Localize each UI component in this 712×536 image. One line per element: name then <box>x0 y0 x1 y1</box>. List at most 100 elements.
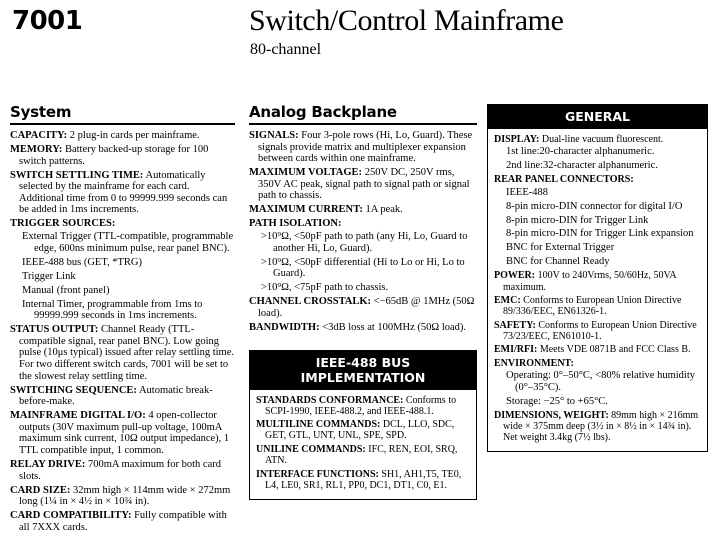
spec-value: IFC, REN, EOI, SRQ, ATN. <box>265 443 458 467</box>
spec-label: BANDWIDTH: <box>249 321 320 333</box>
general-spec-list: DISPLAY: Dual-line vacuum fluorescent. 1… <box>488 129 707 451</box>
page-masthead: 7001 Switch/Control Mainframe 80-channel <box>0 0 712 96</box>
spec-emc: EMC: Conforms to European Union Directiv… <box>494 295 701 317</box>
spec-display: DISPLAY: Dual-line vacuum fluorescent. <box>494 134 701 145</box>
spec-label: MAXIMUM CURRENT: <box>249 204 363 216</box>
section-heading-ieee488: IEEE-488 BUS IMPLEMENTATION <box>250 350 476 390</box>
spec-label: MAINFRAME DIGITAL I/O: <box>10 410 146 422</box>
spec-value: 89mm high × 216mm wide × 375mm deep (3½ … <box>503 409 699 443</box>
spec-label: MULTILINE COMMANDS: <box>256 419 381 431</box>
spec-label: INTERFACE FUNCTIONS: <box>256 468 379 480</box>
spec-interface-functions: INTERFACE FUNCTIONS: SH1, AH1,T5, TE0, L… <box>256 469 470 491</box>
spec-emi-rfi: EMI/RFI: Meets VDE 0871B and FCC Class B… <box>494 344 701 355</box>
spec-maximum-current: MAXIMUM CURRENT: 1A peak. <box>249 204 477 216</box>
spec-label: EMC: <box>494 295 521 307</box>
spec-value: Conforms to SCPI-1990, IEEE-488.2, and I… <box>265 394 457 417</box>
system-spec-list: CAPACITY: 2 plug-in cards per mainframe.… <box>10 130 235 533</box>
connector-item: BNC for External Trigger <box>506 242 615 254</box>
spec-label: CARD COMPATIBILITY: <box>10 510 132 522</box>
product-title: Switch/Control Mainframe <box>249 4 564 37</box>
section-heading-general: GENERAL <box>488 105 707 129</box>
section-ieee488-bus-implementation: IEEE-488 BUS IMPLEMENTATION STANDARDS CO… <box>249 349 477 501</box>
analog-backplane-spec-list: SIGNALS: Four 3-pole rows (Hi, Lo, Guard… <box>249 130 477 333</box>
spec-trigger-sources: TRIGGER SOURCES: <box>10 218 235 230</box>
spec-label: DISPLAY: <box>494 134 540 145</box>
path-isolation-item: >10⁹Ω, <75pF path to chassis. <box>261 282 389 294</box>
spec-label: TRIGGER SOURCES: <box>10 218 116 230</box>
spec-value: Conforms to European Union Directive 73/… <box>503 319 697 342</box>
spec-mainframe-digital-io: MAINFRAME DIGITAL I/O: 4 open-collector … <box>10 410 235 456</box>
spec-label: PATH ISOLATION: <box>249 218 342 230</box>
spec-multiline-commands: MULTILINE COMMANDS: DCL, LLO, SDC, GET, … <box>256 419 470 441</box>
spec-value: Conforms to European Union Directive 89/… <box>503 295 682 318</box>
spec-label: SAFETY: <box>494 319 536 331</box>
spec-signals: SIGNALS: Four 3-pole rows (Hi, Lo, Guard… <box>249 130 477 165</box>
connector-item: 8-pin micro-DIN for Trigger Link expansi… <box>506 228 694 240</box>
trigger-source-item: IEEE-488 bus (GET, *TRG) <box>22 256 142 268</box>
spec-value: 1A peak. <box>362 204 403 216</box>
section-spacer <box>249 336 477 350</box>
spec-label: REAR PANEL CONNECTORS: <box>494 174 634 186</box>
spec-path-isolation: PATH ISOLATION: <box>249 218 477 230</box>
spec-label: STANDARDS CONFORMANCE: <box>256 394 404 406</box>
spec-status-output: STATUS OUTPUT: Channel Ready (TTL-compat… <box>10 324 235 382</box>
section-general: GENERAL DISPLAY: Dual-line vacuum fluore… <box>487 104 708 453</box>
spec-value: Automatically selected by the mainframe … <box>19 169 228 216</box>
environment-item: Operating: 0°–50°C, <80% relative humidi… <box>494 370 701 393</box>
column-general: GENERAL DISPLAY: Dual-line vacuum fluore… <box>487 104 708 453</box>
connector-item: 8-pin micro-DIN for Trigger Link <box>506 214 649 226</box>
spec-maximum-voltage: MAXIMUM VOLTAGE: 250V DC, 250V rms, 350V… <box>249 167 477 202</box>
spec-memory: MEMORY: Battery backed-up storage for 10… <box>10 144 235 167</box>
connector-item: BNC for Channel Ready <box>506 256 610 268</box>
spec-value: 250V DC, 250V rms, 350V AC peak, signal … <box>258 167 470 202</box>
spec-label: MEMORY: <box>10 143 63 155</box>
trigger-source-item: Internal Timer, programmable from 1ms to… <box>22 298 203 322</box>
connector-item: IEEE-488 <box>506 186 548 198</box>
spec-environment: ENVIRONMENT: <box>494 358 701 369</box>
model-number: 7001 <box>12 6 83 36</box>
spec-rear-panel-connectors: REAR PANEL CONNECTORS: <box>494 174 701 185</box>
environment-operating: Operating: 0°–50°C, <80% relative humidi… <box>506 369 695 393</box>
section-rule <box>10 123 235 125</box>
spec-label: CAPACITY: <box>10 130 68 141</box>
spec-label: ENVIRONMENT: <box>494 357 574 369</box>
spec-label: EMI/RFI: <box>494 344 538 356</box>
spec-capacity: CAPACITY: 2 plug-in cards per mainframe. <box>10 130 235 142</box>
section-heading-analog-backplane: Analog Backplane <box>249 103 397 121</box>
spec-card-compatibility: CARD COMPATIBILITY: Fully compatible wit… <box>10 510 235 533</box>
spec-label: UNILINE COMMANDS: <box>256 443 366 455</box>
spec-label: POWER: <box>494 270 536 282</box>
trigger-source-item: Trigger Link <box>22 270 76 282</box>
column-analog-backplane: Analog Backplane SIGNALS: Four 3-pole ro… <box>249 103 477 501</box>
spec-value: Automatic break-before-make. <box>19 384 213 408</box>
environment-item: Storage: −25° to +65°C. <box>494 396 701 408</box>
spec-label: SWITCH SETTLING TIME: <box>10 169 144 181</box>
spec-label: SIGNALS: <box>249 130 299 141</box>
spec-value: <−65dB @ 1MHz (50Ω load). <box>258 296 475 319</box>
spec-value: DCL, LLO, SDC, GET, GTL, UNT, UNL, SPE, … <box>265 419 455 442</box>
spec-safety: SAFETY: Conforms to European Union Direc… <box>494 320 701 342</box>
spec-value: Channel Ready (TTL-compatible signal, re… <box>19 324 234 382</box>
spec-switching-sequence: SWITCHING SEQUENCE: Automatic break-befo… <box>10 385 235 408</box>
spec-value: 100V to 240Vrms, 50/60Hz, 50VA maximum. <box>503 270 677 293</box>
path-isolation-item: >10⁹Ω, <50pF differential (Hi to Lo or H… <box>261 256 465 280</box>
spec-label: STATUS OUTPUT: <box>10 324 99 336</box>
spec-power: POWER: 100V to 240Vrms, 50/60Hz, 50VA ma… <box>494 270 701 292</box>
section-rule <box>249 123 477 125</box>
section-heading-system: System <box>10 103 72 121</box>
spec-label: CARD SIZE: <box>10 484 71 496</box>
display-line-item: 2nd line:32-character alphanumeric. <box>506 160 658 172</box>
spec-value: 2 plug-in cards per mainframe. <box>67 130 200 141</box>
spec-value: Four 3-pole rows (Hi, Lo, Guard). These … <box>258 130 473 165</box>
spec-label: DIMENSIONS, WEIGHT: <box>494 409 609 421</box>
spec-label: MAXIMUM VOLTAGE: <box>249 167 363 179</box>
spec-channel-crosstalk: CHANNEL CROSSTALK: <−65dB @ 1MHz (50Ω lo… <box>249 296 477 319</box>
connector-item: 8-pin micro-DIN connector for digital I/… <box>506 200 683 212</box>
spec-value: Battery backed-up storage for 100 switch… <box>19 143 209 167</box>
spec-standards-conformance: STANDARDS CONFORMANCE: Conforms to SCPI-… <box>256 395 470 417</box>
product-subtitle: 80-channel <box>250 41 322 58</box>
spec-relay-drive: RELAY DRIVE: 700mA maximum for both card… <box>10 459 235 482</box>
spec-bandwidth: BANDWIDTH: <3dB loss at 100MHz (50Ω load… <box>249 322 477 334</box>
display-line-item: 1st line:20-character alphanumeric. <box>506 146 655 158</box>
trigger-source-item: Manual (front panel) <box>22 284 110 296</box>
